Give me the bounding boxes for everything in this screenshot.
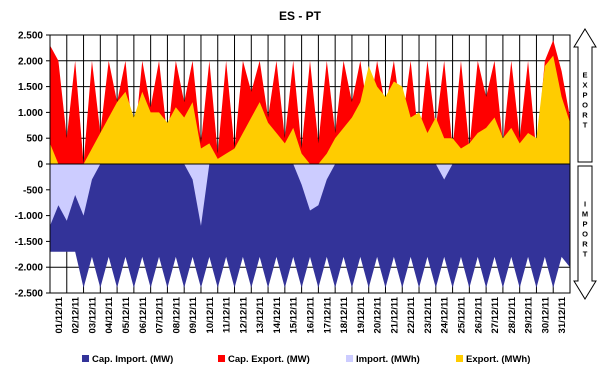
chart-title: ES - PT bbox=[279, 9, 322, 23]
x-tick-label: 30/12/11 bbox=[540, 296, 551, 333]
x-tick-label: 01/12/11 bbox=[54, 296, 65, 333]
x-tick-label: 07/12/11 bbox=[155, 296, 166, 333]
y-tick-label: 2.500 bbox=[18, 31, 43, 42]
side-label-letter: R bbox=[582, 111, 588, 120]
x-tick-label: 16/12/11 bbox=[306, 296, 317, 333]
legend-export-mwh-label: Export. (MWh) bbox=[466, 354, 530, 365]
y-tick-label: 1.500 bbox=[18, 82, 43, 93]
side-label-letter: T bbox=[583, 250, 588, 259]
legend-cap-import-mw-label: Cap. Import. (MW) bbox=[92, 354, 173, 365]
x-tick-label: 20/12/11 bbox=[373, 296, 384, 333]
legend-import-mwh-swatch bbox=[346, 355, 353, 362]
x-tick-label: 24/12/11 bbox=[440, 296, 451, 333]
x-tick-label: 05/12/11 bbox=[121, 296, 132, 333]
x-tick-label: 27/12/11 bbox=[490, 296, 501, 333]
x-tick-label: 04/12/11 bbox=[104, 296, 115, 333]
x-tick-label: 08/12/11 bbox=[171, 296, 182, 333]
x-tick-label: 25/12/11 bbox=[456, 296, 467, 333]
x-tick-label: 17/12/11 bbox=[322, 296, 333, 333]
x-tick-label: 12/12/11 bbox=[238, 296, 249, 333]
side-label-letter: P bbox=[582, 220, 587, 229]
y-tick-label: 0 bbox=[37, 160, 43, 171]
legend-export-mwh-swatch bbox=[456, 355, 463, 362]
side-label-letter: P bbox=[582, 91, 587, 100]
side-label-letter: O bbox=[582, 101, 588, 110]
x-tick-label: 11/12/11 bbox=[222, 296, 233, 333]
x-tick-label: 29/12/11 bbox=[524, 296, 535, 333]
x-tick-label: 09/12/11 bbox=[188, 296, 199, 333]
x-tick-label: 21/12/11 bbox=[389, 296, 400, 333]
x-tick-label: 28/12/11 bbox=[507, 296, 518, 333]
side-label-letter: O bbox=[582, 230, 588, 239]
side-label-letter: T bbox=[583, 121, 588, 130]
legend-cap-import-mw-swatch bbox=[82, 355, 89, 362]
y-tick-label: -2.000 bbox=[15, 263, 44, 274]
x-tick-label: 14/12/11 bbox=[272, 296, 283, 333]
import-arrow-shape bbox=[573, 165, 597, 300]
x-tick-label: 31/12/11 bbox=[557, 296, 568, 333]
side-label-letter: E bbox=[582, 71, 587, 80]
side-label-letter: M bbox=[582, 210, 588, 219]
legend: Cap. Import. (MW) Cap. Export. (MW) Import… bbox=[82, 354, 530, 365]
x-tick-label: 26/12/11 bbox=[473, 296, 484, 333]
x-tick-label: 03/12/11 bbox=[87, 296, 98, 333]
y-tick-label: -1.000 bbox=[15, 211, 44, 222]
x-tick-label: 23/12/11 bbox=[423, 296, 434, 333]
x-tick-label: 15/12/11 bbox=[289, 296, 300, 333]
y-tick-label: 2.000 bbox=[18, 56, 43, 67]
y-tick-label: -500 bbox=[23, 185, 43, 196]
y-tick-label: -1.500 bbox=[15, 237, 44, 248]
x-tick-label: 06/12/11 bbox=[138, 296, 149, 333]
x-tick-label: 10/12/11 bbox=[205, 296, 216, 333]
legend-cap-export-mw-label: Cap. Export. (MW) bbox=[228, 354, 310, 365]
legend-import-mwh-label: Import. (MWh) bbox=[356, 354, 420, 365]
y-tick-label: 500 bbox=[26, 134, 43, 145]
export-arrow-shape bbox=[573, 28, 597, 163]
series-export-mwh bbox=[50, 55, 570, 164]
x-tick-label: 22/12/11 bbox=[406, 296, 417, 333]
x-axis: 01/12/11 02/12/11 03/12/11 04/12/11 05/12/11… bbox=[54, 296, 568, 333]
y-tick-label: -2.500 bbox=[15, 289, 44, 300]
legend-cap-export-mw-swatch bbox=[218, 355, 225, 362]
x-tick-label: 18/12/11 bbox=[339, 296, 350, 333]
y-axis: 2.500 2.000 1.500 1.000 500 0 -500 -1.000 -1.500… bbox=[15, 31, 50, 300]
side-label-letter: X bbox=[582, 81, 587, 90]
x-tick-label: 02/12/11 bbox=[71, 296, 82, 333]
series-import-mwh bbox=[50, 164, 570, 226]
series-layer bbox=[50, 40, 570, 288]
series-cap-import-mw bbox=[50, 164, 570, 288]
y-tick-label: 1.000 bbox=[18, 108, 43, 119]
side-label-letter: R bbox=[582, 240, 588, 249]
side-label-letter: I bbox=[584, 200, 586, 209]
x-tick-label: 13/12/11 bbox=[255, 296, 266, 333]
x-tick-label: 19/12/11 bbox=[356, 296, 367, 333]
